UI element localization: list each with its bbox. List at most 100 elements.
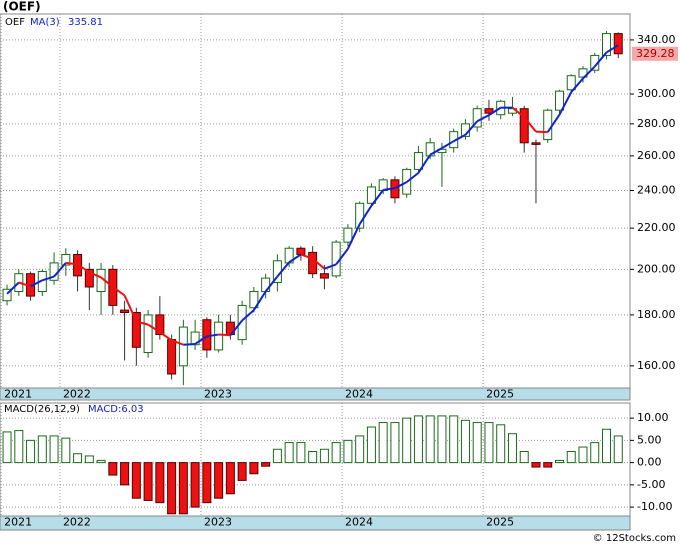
macd-bar [37, 435, 47, 464]
y-tick-label: 200.00 [637, 262, 676, 275]
ma-line [229, 319, 243, 336]
macd-bar [296, 442, 306, 464]
ma-line [147, 323, 161, 333]
macd-title: MACD(26,12,9) [4, 404, 80, 415]
ma-line [159, 331, 173, 342]
macd-bar [178, 462, 188, 515]
macd-bar [460, 419, 470, 464]
candle-body [531, 142, 541, 145]
ma-line [558, 91, 573, 116]
ma-line [218, 333, 231, 337]
macd-bar [237, 462, 247, 481]
macd-bar [566, 450, 576, 464]
macd-bar [261, 462, 271, 467]
candle-body [202, 319, 212, 351]
y-tick-label: 240.00 [637, 184, 676, 197]
candle-body [472, 108, 482, 128]
x-tick-label: 2024 [345, 516, 373, 529]
macd-bar [402, 417, 412, 464]
candle-body [143, 314, 153, 354]
ma-line [194, 335, 208, 345]
macd-bar [84, 455, 94, 464]
y-tick-label: 300.00 [637, 87, 676, 100]
ma-line [206, 333, 219, 338]
ma-line [88, 271, 102, 279]
x-tick-label: 2021 [4, 388, 32, 401]
ma-line [546, 114, 561, 133]
ma-line [605, 44, 619, 54]
macd-bar [249, 462, 259, 475]
candle-body [601, 33, 611, 56]
ma-line [100, 276, 114, 288]
ma-line [30, 279, 43, 288]
ma-line [312, 257, 326, 270]
candle-body [61, 253, 71, 266]
macd-bar [601, 428, 611, 464]
last-price-box [632, 46, 678, 61]
footer: © 12Stocks.com [593, 533, 676, 544]
y-tick-label: 220.00 [637, 221, 676, 234]
ma-line [112, 286, 126, 297]
macd-bar [308, 450, 318, 464]
macd-bar [472, 422, 482, 464]
ma-line [241, 309, 255, 322]
y-tick-label: 280.00 [637, 117, 676, 130]
candle-body [343, 227, 353, 243]
macd-bar [284, 442, 294, 464]
y-tick-label: 5.00 [637, 433, 662, 446]
candle-body [2, 288, 12, 302]
ma-line [441, 140, 455, 150]
candle-body [84, 268, 94, 288]
macd-bar [272, 448, 282, 464]
ma-line [77, 263, 90, 273]
macd-bar [496, 424, 506, 464]
candle-body [308, 251, 318, 275]
candle-body [413, 152, 423, 170]
ma-line [417, 154, 432, 174]
macd-bar [366, 426, 376, 464]
y-tick-label: 160.00 [637, 359, 676, 372]
candle-body [178, 326, 188, 367]
x-tick-label: 2022 [63, 388, 91, 401]
x-tick-label: 2024 [345, 388, 373, 401]
y-tick-label: 10.00 [637, 411, 669, 424]
candle-body [355, 202, 365, 229]
candle-body [484, 108, 494, 114]
ma-line [453, 133, 466, 143]
x-tick-label: 2025 [486, 516, 514, 529]
ma-line [593, 51, 608, 68]
candle-body [120, 309, 130, 314]
date-strip [0, 387, 631, 401]
macd-bar [96, 459, 106, 464]
ma-line [42, 275, 55, 282]
macd-bar [190, 462, 200, 508]
macd-bar [155, 462, 165, 504]
candle-body [167, 339, 177, 375]
macd-bar [590, 442, 600, 464]
macd-bar [143, 462, 153, 501]
legend-ma: MA(3) [30, 17, 60, 28]
macd-bar [413, 415, 423, 464]
candle-body [131, 312, 141, 348]
price-panel [0, 13, 631, 401]
macd-panel [0, 402, 631, 531]
last-price: 329.28 [636, 47, 675, 60]
candle-body [566, 75, 576, 91]
ma-line [253, 290, 267, 311]
macd-bar [202, 462, 212, 504]
ma-line [476, 114, 490, 123]
ma-line [123, 294, 138, 322]
y-tick-label: 180.00 [637, 308, 676, 321]
macd-bar [14, 430, 24, 464]
ma-line [488, 106, 502, 116]
macd-bar [331, 442, 341, 464]
ma-line [136, 320, 149, 326]
ma-line [65, 261, 78, 266]
candle-body [296, 247, 306, 255]
macd-bar [390, 422, 400, 464]
macd-bar [378, 422, 388, 464]
macd-bar [2, 431, 12, 464]
ma-line [464, 120, 478, 136]
macd-bar [507, 433, 517, 464]
macd-bar [214, 462, 224, 499]
